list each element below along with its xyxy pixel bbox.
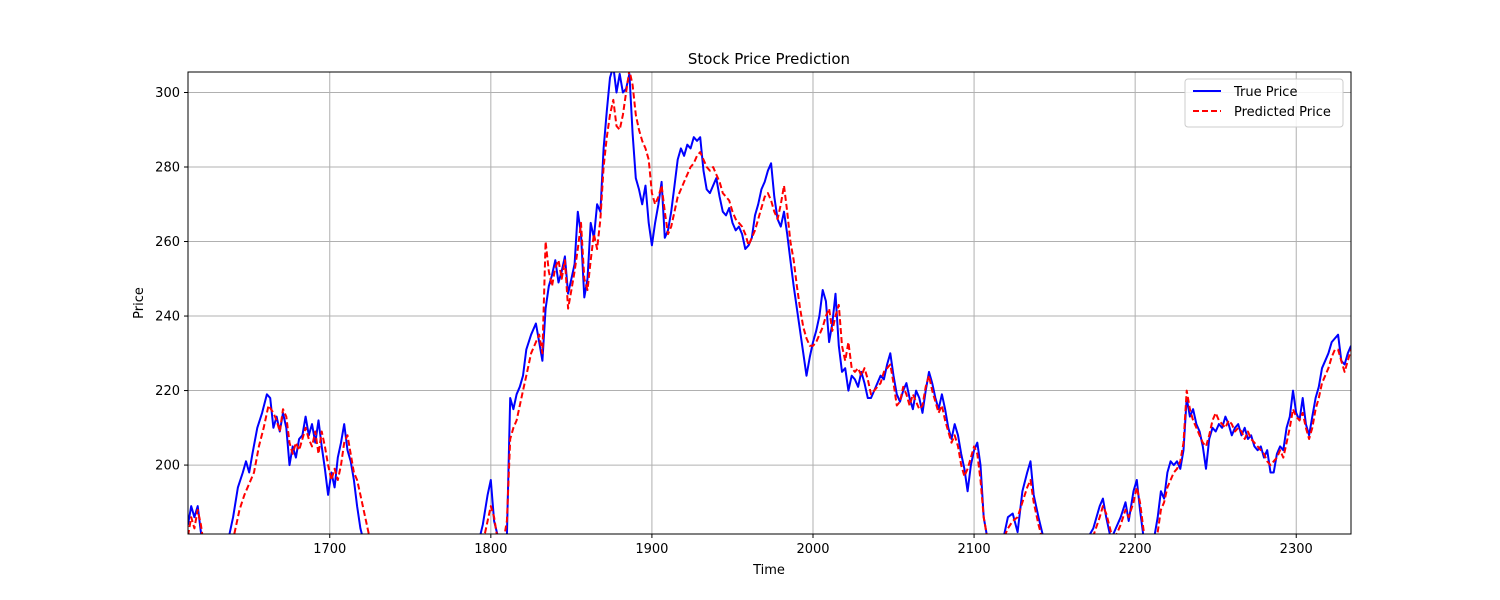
series-line-predicted-price bbox=[188, 72, 1351, 534]
x-tick-label: 2100 bbox=[958, 542, 991, 557]
x-tick-label: 1800 bbox=[474, 542, 507, 557]
legend: True Price Predicted Price bbox=[1184, 78, 1344, 128]
legend-label-predicted-price: Predicted Price bbox=[1234, 105, 1331, 120]
x-tick-label: 2300 bbox=[1280, 542, 1313, 557]
x-tick-label: 1900 bbox=[635, 542, 668, 557]
y-tick-label: 300 bbox=[155, 86, 180, 101]
chart-title: Stock Price Prediction bbox=[688, 50, 850, 68]
legend-box bbox=[1184, 78, 1344, 128]
series-line-true-price bbox=[188, 72, 1351, 534]
x-tick-label: 2000 bbox=[796, 542, 829, 557]
plot-frame bbox=[187, 71, 1352, 535]
ticks: 1700 1800 1900 2000 2100 2200 2300 200 220 240 260… bbox=[155, 86, 1313, 557]
y-tick-label: 220 bbox=[155, 384, 180, 399]
series-layer bbox=[188, 72, 1351, 534]
y-tick-label: 280 bbox=[155, 161, 180, 176]
x-tick-label: 2200 bbox=[1119, 542, 1152, 557]
y-tick-label: 260 bbox=[155, 235, 180, 250]
x-axis-label: Time bbox=[752, 563, 785, 578]
y-tick-label: 200 bbox=[155, 459, 180, 474]
grid bbox=[188, 72, 1351, 534]
y-axis-label: Price bbox=[132, 287, 147, 319]
legend-label-true-price: True Price bbox=[1233, 85, 1297, 100]
y-tick-label: 240 bbox=[155, 310, 180, 325]
x-tick-label: 1700 bbox=[313, 542, 346, 557]
